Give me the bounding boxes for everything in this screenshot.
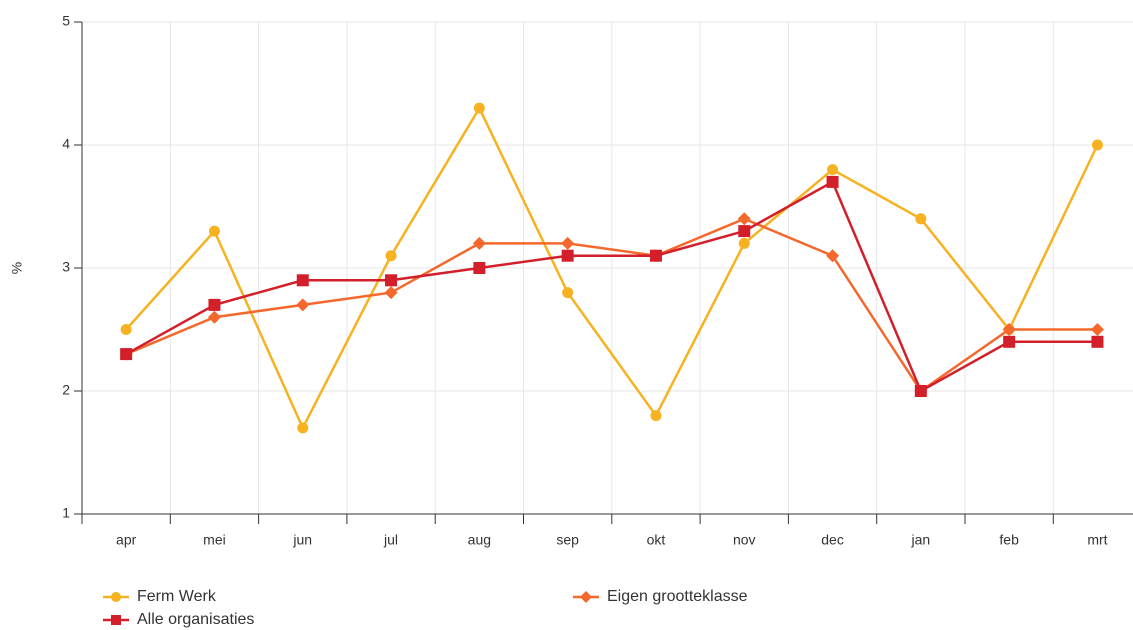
point bbox=[1091, 139, 1103, 151]
point bbox=[827, 164, 839, 176]
point bbox=[120, 348, 133, 361]
point bbox=[1002, 323, 1016, 336]
legend-label: Eigen grootteklasse bbox=[607, 588, 748, 605]
point bbox=[826, 175, 839, 188]
series-line bbox=[125, 180, 1098, 393]
point bbox=[562, 287, 574, 299]
point bbox=[472, 236, 486, 250]
point bbox=[1003, 335, 1016, 348]
x-tick-label: mrt bbox=[1087, 532, 1107, 548]
legend-label: Ferm Werk bbox=[137, 588, 217, 605]
point bbox=[915, 213, 927, 225]
y-tick-label: 2 bbox=[62, 382, 70, 398]
point bbox=[737, 212, 751, 226]
x-tick-label: aug bbox=[468, 532, 491, 548]
point bbox=[297, 422, 309, 434]
point bbox=[561, 236, 575, 250]
point bbox=[384, 286, 398, 300]
point bbox=[914, 385, 927, 397]
x-tick-label: jan bbox=[911, 532, 931, 548]
y-tick-label: 4 bbox=[62, 136, 70, 152]
x-tick-label: sep bbox=[556, 532, 579, 548]
point bbox=[208, 225, 220, 237]
x-tick-label: dec bbox=[821, 532, 844, 548]
point bbox=[649, 249, 662, 262]
point bbox=[826, 249, 840, 263]
point bbox=[207, 310, 221, 324]
x-tick-label: jun bbox=[292, 532, 312, 548]
series-line bbox=[125, 105, 1099, 431]
point bbox=[111, 615, 121, 625]
point bbox=[473, 262, 486, 274]
legend: Ferm Werk Eigen grootteklasse Alle organis… bbox=[103, 588, 748, 628]
y-tick-label: 1 bbox=[62, 505, 70, 521]
point bbox=[385, 250, 397, 262]
point bbox=[561, 249, 574, 262]
point bbox=[296, 298, 310, 312]
point bbox=[1090, 323, 1104, 336]
point bbox=[650, 410, 662, 422]
point bbox=[120, 324, 132, 335]
point bbox=[1091, 335, 1104, 348]
y-tick-label: 3 bbox=[62, 259, 70, 275]
legend-label: Alle organisaties bbox=[137, 611, 254, 628]
point bbox=[473, 102, 485, 114]
x-tick-label: apr bbox=[116, 532, 137, 548]
x-tick-label: nov bbox=[733, 532, 756, 548]
y-tick-label: 5 bbox=[62, 13, 70, 29]
point bbox=[385, 274, 398, 287]
x-tick-label: mei bbox=[203, 532, 226, 548]
point bbox=[111, 592, 121, 602]
point bbox=[580, 591, 592, 603]
point bbox=[208, 298, 221, 311]
point bbox=[738, 237, 750, 249]
series-line bbox=[125, 217, 1098, 393]
point bbox=[296, 274, 309, 287]
point bbox=[738, 225, 751, 238]
x-tick-label: okt bbox=[647, 532, 666, 548]
y-axis-label: % bbox=[9, 262, 25, 274]
x-tick-label: feb bbox=[999, 532, 1019, 548]
x-tick-label: jul bbox=[383, 532, 398, 548]
